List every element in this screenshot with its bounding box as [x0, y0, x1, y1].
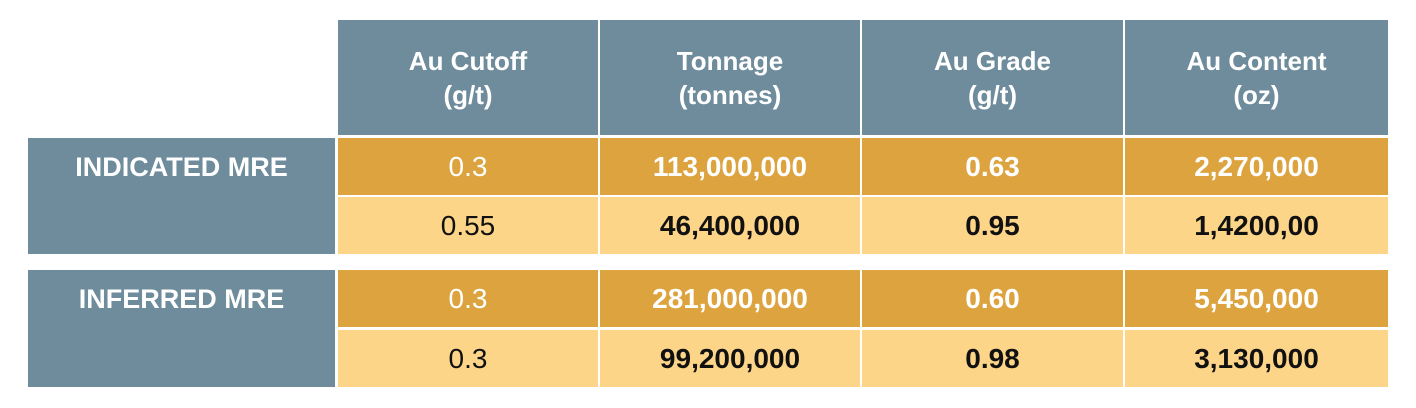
table-cell: 0.60 [862, 270, 1123, 327]
table-cell: 0.3 [338, 270, 598, 327]
column-header: Tonnage (tonnes) [600, 20, 860, 135]
table-cell: 3,130,000 [1125, 330, 1388, 387]
table-cell: 0.98 [862, 330, 1123, 387]
table-cell: 113,000,000 [600, 138, 860, 195]
row-group-label: INDICATED MRE [28, 138, 335, 254]
column-header: Au Grade (g/t) [862, 20, 1123, 135]
table-cell: 46,400,000 [600, 197, 860, 254]
table-cell: 1,4200,00 [1125, 197, 1388, 254]
table-cell: 0.55 [338, 197, 598, 254]
table-cell: 0.95 [862, 197, 1123, 254]
table-cell: 0.3 [338, 330, 598, 387]
column-header: Au Content (oz) [1125, 20, 1388, 135]
table-cell: 5,450,000 [1125, 270, 1388, 327]
table-cell: 0.63 [862, 138, 1123, 195]
table-cell: 2,270,000 [1125, 138, 1388, 195]
table-cell: 0.3 [338, 138, 598, 195]
table-cell: 281,000,000 [600, 270, 860, 327]
table-cell: 99,200,000 [600, 330, 860, 387]
column-header: Au Cutoff (g/t) [338, 20, 598, 135]
row-group-label: INFERRED MRE [28, 270, 335, 387]
